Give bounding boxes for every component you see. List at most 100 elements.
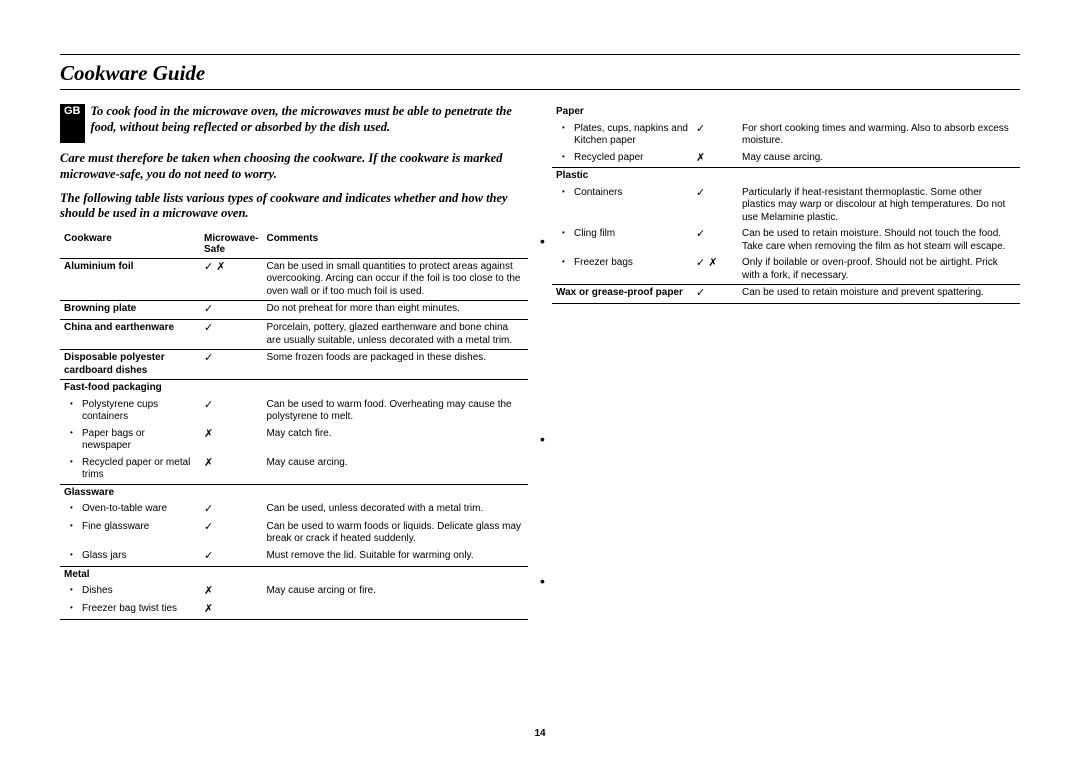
cell-name: Plates, cups, napkins and Kitchen paper [552,121,692,150]
cell-name: Paper bags or newspaper [60,426,200,455]
th-safe: Microwave-Safe [200,230,262,259]
row-china: China and earthenware ✓ Porcelain, potte… [60,320,528,350]
cell-safe: ✓ [692,285,738,304]
cell-safe: ✗ [200,583,262,601]
cell-comment: Can be used to warm foods or liquids. De… [262,519,528,548]
row-dishes: Dishes ✗ May cause arcing or fire. [60,583,528,601]
cell-comment: Can be used to retain moisture and preve… [738,285,1020,304]
rule-under-title [60,89,1020,90]
cell-comment: Some frozen foods are packaged in these … [262,350,528,380]
row-plates: Plates, cups, napkins and Kitchen paper … [552,121,1020,150]
category-label: Plastic [556,170,588,181]
cell-safe: ✓ [200,501,262,519]
cell-name: Oven-to-table ware [60,501,200,519]
cell-comment: May cause arcing. [262,455,528,485]
cell-comment: Particularly if heat-resistant thermopla… [738,185,1020,227]
cell-name: Glass jars [60,548,200,566]
cell-name: Aluminium foil [64,261,133,272]
cookware-table-left: Cookware Microwave-Safe Comments Alumini… [60,230,528,620]
row-fastfood-header: Fast-food packaging [60,380,528,397]
gb-badge: GB [60,104,85,143]
page: Cookware Guide GB To cook food in the mi… [0,0,1080,640]
intro-para-3: The following table lists various types … [60,191,528,222]
cell-safe: ✗ [200,601,262,619]
column-left: GB To cook food in the microwave oven, t… [60,104,528,620]
cell-name: Recycled paper [552,150,692,168]
row-fineglass: Fine glassware ✓ Can be used to warm foo… [60,519,528,548]
row-cling: Cling film ✓ Can be used to retain moist… [552,226,1020,255]
cell-comment: May cause arcing. [738,150,1020,168]
cell-comment: May cause arcing or fire. [262,583,528,601]
cell-safe: ✗ [200,426,262,455]
cell-comment: Can be used to warm food. Overheating ma… [262,397,528,426]
cookware-table-right: Paper Plates, cups, napkins and Kitchen … [552,104,1020,304]
intro-para-1: To cook food in the microwave oven, the … [91,104,529,135]
cell-safe: ✓ [200,301,262,320]
row-paper-header: Paper [552,104,1020,121]
row-glassware-header: Glassware [60,484,528,501]
cell-name: Recycled paper or metal trims [60,455,200,485]
category-label: Fast-food packaging [64,382,162,393]
cell-name: Containers [552,185,692,227]
row-recycled2: Recycled paper ✗ May cause arcing. [552,150,1020,168]
cell-comment: Only if boilable or oven-proof. Should n… [738,255,1020,285]
cell-safe: ✓ [692,185,738,227]
row-aluminium: Aluminium foil ✓ ✗ Can be used in small … [60,258,528,301]
cell-comment: May catch fire. [262,426,528,455]
row-metal-header: Metal [60,566,528,583]
row-recycled: Recycled paper or metal trims ✗ May caus… [60,455,528,485]
column-right: • • • Paper Plates, cups, napkins and Ki… [552,104,1020,620]
cell-safe: ✓ [200,519,262,548]
row-wax: Wax or grease-proof paper ✓ Can be used … [552,285,1020,304]
cell-safe: ✓ [200,350,262,380]
row-oventable: Oven-to-table ware ✓ Can be used, unless… [60,501,528,519]
cell-comment: Porcelain, pottery, glazed earthenware a… [262,320,528,350]
cell-comment: Can be used to retain moisture. Should n… [738,226,1020,255]
cell-name: Fine glassware [60,519,200,548]
row-containers: Containers ✓ Particularly if heat-resist… [552,185,1020,227]
cell-comment: Do not preheat for more than eight minut… [262,301,528,320]
margin-dot-icon: • [540,234,545,248]
cell-safe: ✓ ✗ [200,258,262,301]
cell-safe: ✗ [692,150,738,168]
cell-comment: Must remove the lid. Suitable for warmin… [262,548,528,566]
page-title: Cookware Guide [60,55,1020,89]
th-cookware: Cookware [60,230,200,259]
cell-safe: ✓ ✗ [692,255,738,285]
th-comments: Comments [262,230,528,259]
row-glassjars: Glass jars ✓ Must remove the lid. Suitab… [60,548,528,566]
category-label: Glassware [64,487,114,498]
two-column-layout: GB To cook food in the microwave oven, t… [60,104,1020,620]
row-paperbags: Paper bags or newspaper ✗ May catch fire… [60,426,528,455]
cell-name: China and earthenware [64,322,174,333]
cell-comment: Can be used, unless decorated with a met… [262,501,528,519]
category-label: Metal [64,569,90,580]
cell-name: Cling film [552,226,692,255]
row-disposable: Disposable polyester cardboard dishes ✓ … [60,350,528,380]
row-polystyrene: Polystyrene cups containers ✓ Can be use… [60,397,528,426]
table-header-row: Cookware Microwave-Safe Comments [60,230,528,259]
cell-name: Wax or grease-proof paper [556,287,683,298]
cell-safe: ✓ [200,320,262,350]
cell-name: Freezer bags [552,255,692,285]
row-plastic-header: Plastic [552,168,1020,185]
cell-name: Freezer bag twist ties [60,601,200,619]
intro-para-2: Care must therefore be taken when choosi… [60,151,528,182]
cell-safe: ✓ [692,121,738,150]
cell-comment: Can be used in small quantities to prote… [262,258,528,301]
cell-name: Polystyrene cups containers [60,397,200,426]
cell-safe: ✓ [200,397,262,426]
cell-safe: ✓ [692,226,738,255]
cell-safe: ✓ [200,548,262,566]
cell-name: Browning plate [64,303,136,314]
cell-comment: For short cooking times and warming. Als… [738,121,1020,150]
cell-name: Disposable polyester cardboard dishes [64,352,165,376]
row-browning: Browning plate ✓ Do not preheat for more… [60,301,528,320]
margin-dot-icon: • [540,432,545,446]
cell-name: Dishes [60,583,200,601]
page-number: 14 [0,728,1080,739]
cell-safe: ✗ [200,455,262,485]
margin-dot-icon: • [540,574,545,588]
cell-comment [262,601,528,619]
category-label: Paper [556,106,584,117]
